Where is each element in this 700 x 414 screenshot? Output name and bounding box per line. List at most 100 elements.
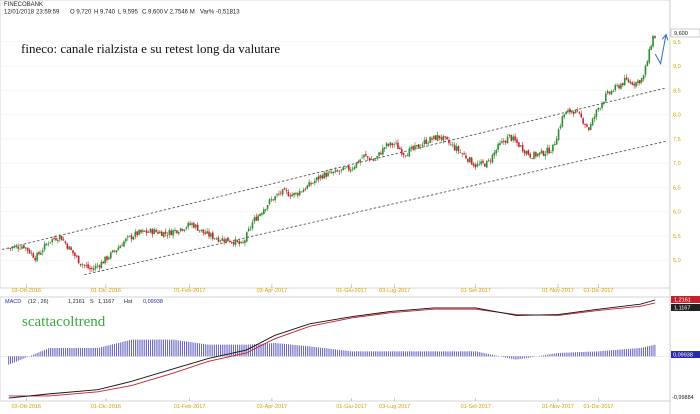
candle-body — [36, 252, 38, 261]
candle-body — [21, 246, 23, 249]
candle-body — [495, 150, 498, 154]
candle-body — [491, 154, 494, 163]
candle-body — [591, 118, 594, 126]
candle-body — [229, 241, 231, 243]
candle-body — [132, 237, 135, 240]
candle-body — [108, 257, 110, 260]
candle-body — [92, 268, 95, 271]
candle-body — [399, 147, 401, 150]
y-tick-label: 8,0 — [673, 113, 681, 119]
channel-lower — [84, 140, 667, 276]
candle-body — [408, 148, 411, 157]
y-tick-label: 6,0 — [673, 210, 681, 216]
candle-body — [389, 142, 392, 146]
candle-body — [499, 142, 501, 145]
candle-body — [442, 136, 445, 141]
y-tick-label: 8,5 — [673, 88, 681, 94]
candle-body — [544, 153, 547, 157]
candle-body — [332, 171, 335, 173]
candle-body — [310, 183, 312, 185]
candle-body — [391, 143, 394, 146]
candle-body — [181, 229, 184, 231]
candle-body — [385, 143, 388, 147]
candle-body — [244, 240, 246, 244]
candle-body — [15, 245, 18, 247]
x-tick-label: 03-Apr-2017 — [257, 288, 288, 294]
candle-body — [380, 152, 382, 155]
candle-body — [546, 147, 549, 154]
candle-body — [529, 153, 532, 158]
macd-badge-mid-box — [671, 304, 700, 311]
candle-body — [470, 157, 473, 165]
macd-badge-mid: 1,1167 — [674, 306, 690, 312]
y-tick-label: 5,5 — [673, 234, 681, 240]
candle-body — [512, 136, 515, 141]
candle-body — [130, 235, 133, 240]
candle-body — [393, 144, 395, 145]
price-panel — [0, 0, 671, 289]
candle-body — [451, 144, 454, 146]
candle-body — [365, 154, 367, 156]
candle-body — [627, 79, 630, 83]
candle-body — [40, 252, 42, 255]
candle-body — [74, 252, 76, 256]
candle-body — [459, 152, 462, 153]
candle-body — [510, 135, 513, 141]
candle-body — [121, 245, 123, 247]
candle-body — [601, 103, 603, 108]
candle-body — [485, 160, 488, 168]
channel-lines — [1, 87, 667, 276]
candle-body — [446, 136, 448, 140]
candle-body — [32, 253, 35, 258]
candle-body — [425, 139, 428, 144]
candle-body — [474, 164, 477, 168]
candle-body — [119, 245, 122, 249]
signal-value: 1,1167 — [98, 299, 114, 305]
candle-body — [142, 230, 144, 232]
candle-body — [527, 150, 530, 155]
candle-body — [434, 135, 437, 141]
candle-body — [204, 232, 207, 235]
candle-body — [416, 144, 418, 147]
x-tick-label: 01-Giu-2017 — [336, 288, 367, 294]
candle-body — [400, 149, 403, 155]
candle-body — [565, 111, 567, 115]
candle-body — [272, 199, 275, 201]
candle-body — [247, 228, 250, 232]
candle-body — [623, 78, 626, 86]
candle-body — [55, 238, 57, 241]
candle-body — [616, 85, 618, 86]
candle-body — [580, 113, 583, 118]
candle-body — [629, 81, 632, 84]
candle-body — [372, 159, 375, 161]
open-label: O 9,720 — [70, 10, 92, 16]
candle-body — [374, 159, 377, 161]
candle-body — [257, 215, 259, 221]
annotation-text: fineco: canale rialzista e su retest lon… — [21, 41, 280, 56]
candle-body — [185, 227, 188, 229]
candle-body — [555, 139, 558, 145]
x-tick-label: 03-Lug-2017 — [379, 288, 410, 294]
x-tick-label: 01-Nov-2017 — [542, 404, 574, 410]
candle-body — [72, 250, 74, 254]
candle-body — [7, 247, 10, 249]
candle-body — [38, 252, 40, 255]
candle-body — [516, 139, 518, 143]
candle-body — [268, 199, 271, 204]
macd-badge-top-box — [671, 296, 700, 303]
x-tick-label: 01-Set-2017 — [461, 288, 491, 294]
candle-body — [274, 196, 276, 201]
candle-body — [289, 195, 292, 197]
candle-body — [508, 134, 511, 136]
candle-body — [329, 171, 331, 173]
candle-body — [177, 232, 180, 234]
candle-body — [450, 143, 452, 145]
candle-body — [412, 146, 414, 150]
candle-body — [227, 237, 229, 242]
candle-body — [53, 237, 55, 239]
candle-body — [26, 247, 29, 251]
candle-body — [280, 192, 282, 194]
candle-body — [383, 147, 386, 149]
candle-body — [366, 156, 369, 158]
candle-body — [238, 241, 241, 245]
